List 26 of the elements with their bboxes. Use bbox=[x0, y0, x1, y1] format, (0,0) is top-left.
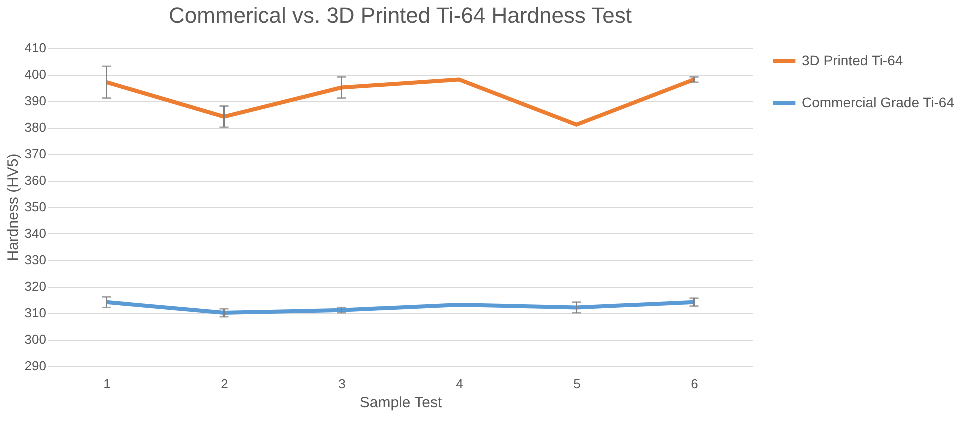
x-tick-label: 3 bbox=[338, 376, 346, 392]
x-tick-label: 1 bbox=[104, 376, 111, 392]
y-axis-title: Hardness (HV5) bbox=[4, 154, 22, 262]
legend-label: 3D Printed Ti-64 bbox=[802, 52, 904, 68]
y-tick-label: 300 bbox=[24, 332, 46, 347]
y-tick-label: 390 bbox=[24, 94, 46, 108]
y-tick-label: 370 bbox=[24, 146, 46, 162]
x-tick-label: 5 bbox=[574, 376, 581, 392]
y-tick-label: 290 bbox=[24, 358, 46, 374]
line-series bbox=[104, 300, 696, 315]
x-tick-label: 6 bbox=[691, 376, 698, 392]
y-tick-label: 330 bbox=[24, 252, 46, 268]
chart-title: Commerical vs. 3D Printed Ti-64 Hardness Test bbox=[169, 3, 632, 28]
y-tick-label: 320 bbox=[24, 279, 46, 294]
line-series bbox=[104, 78, 696, 127]
y-tick-label: 310 bbox=[24, 306, 46, 320]
legend-label: Commercial Grade Ti-64 bbox=[802, 94, 955, 110]
y-tick-label: 350 bbox=[24, 200, 46, 214]
y-tick-label: 400 bbox=[24, 67, 46, 82]
y-tick-label: 340 bbox=[24, 226, 46, 241]
x-tick-label: 2 bbox=[221, 376, 228, 392]
x-tick-label: 4 bbox=[456, 376, 464, 392]
x-axis-title: Sample Test bbox=[360, 394, 443, 412]
y-tick-label: 410 bbox=[24, 40, 46, 56]
y-tick-label: 360 bbox=[24, 173, 46, 188]
y-tick-label: 380 bbox=[24, 120, 46, 135]
